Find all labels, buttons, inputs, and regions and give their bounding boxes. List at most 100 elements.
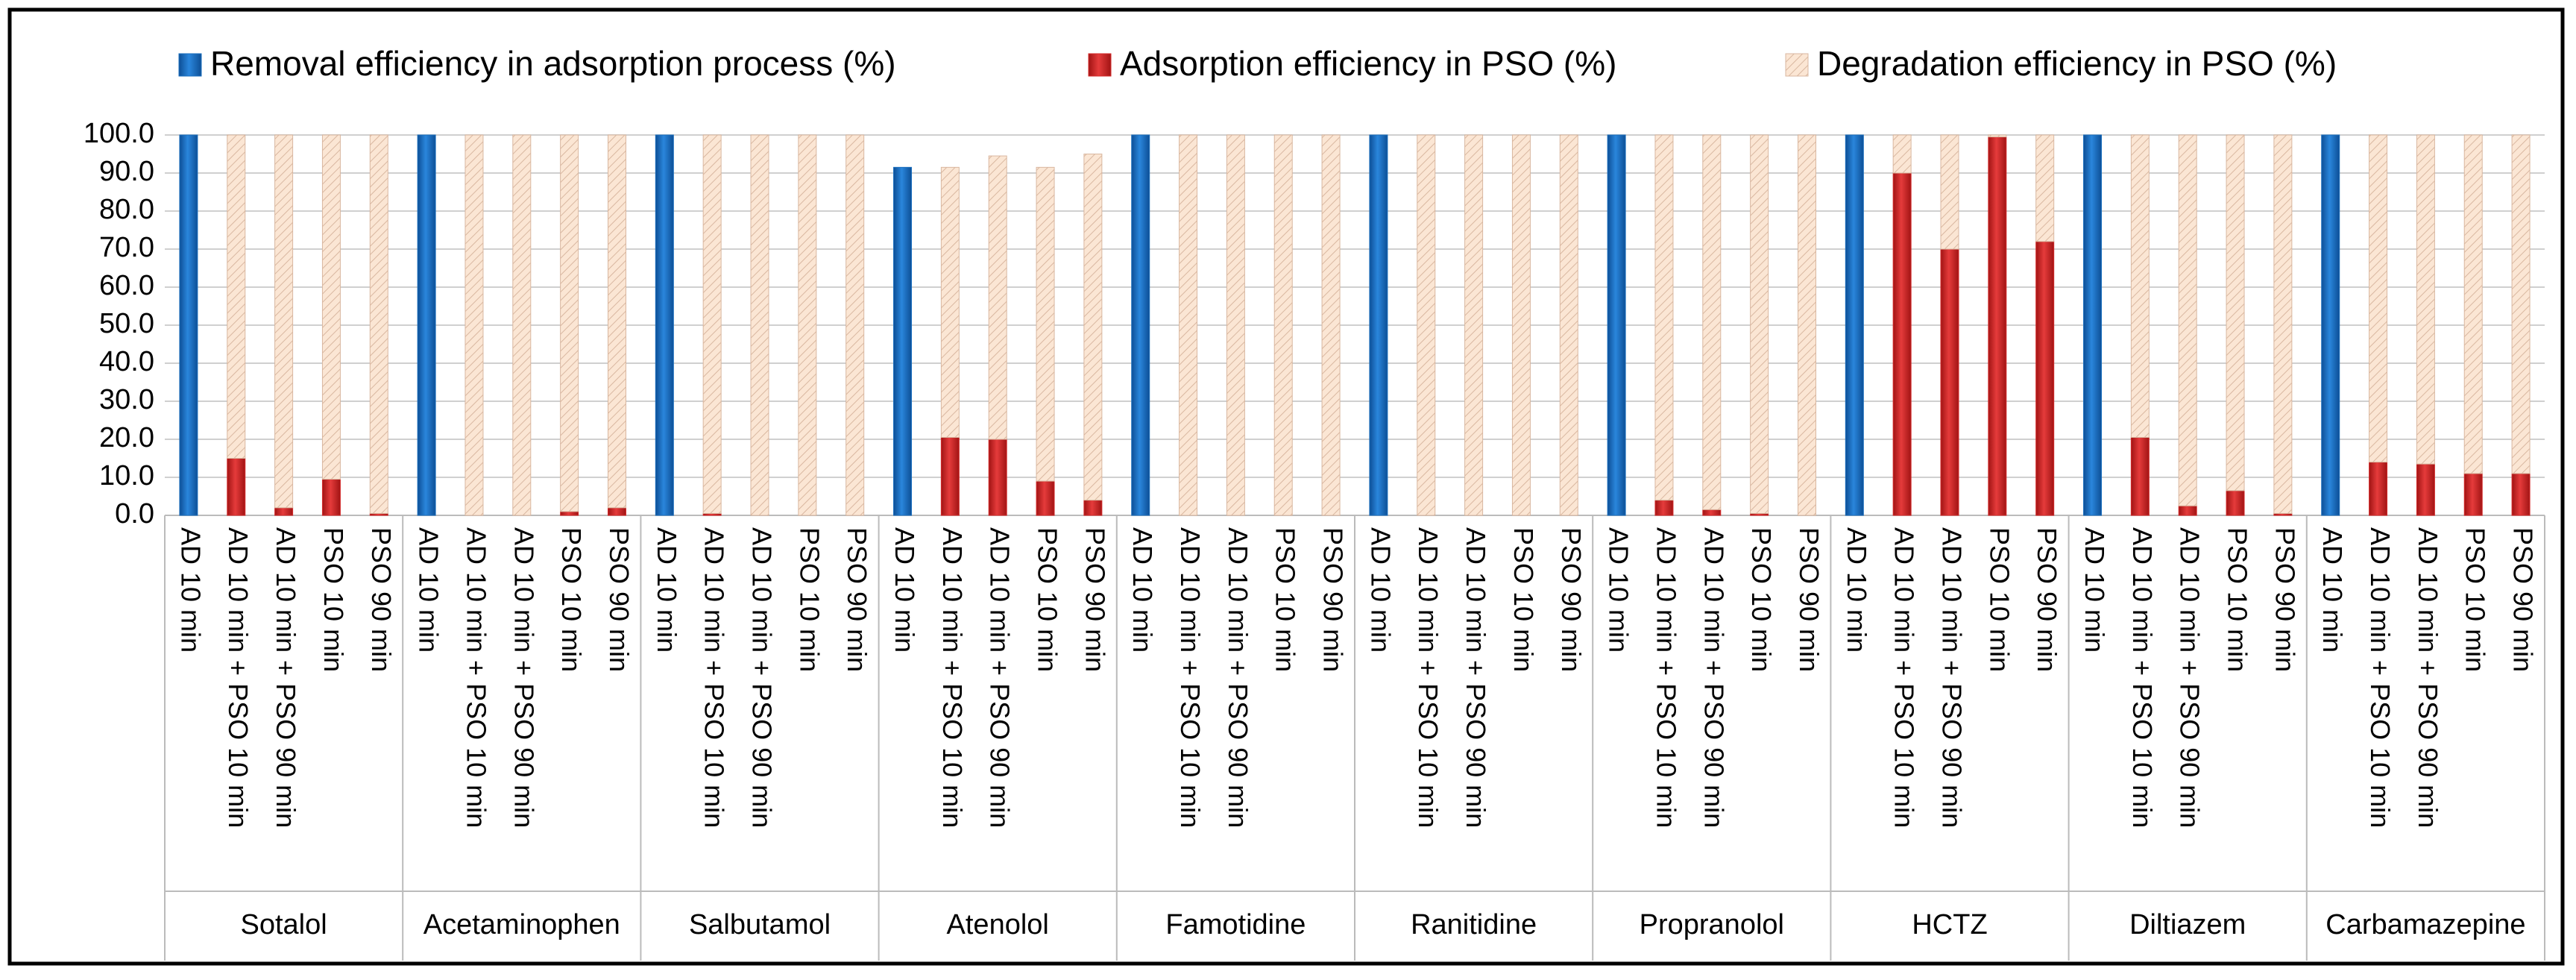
bar-segment bbox=[560, 511, 579, 516]
x-tick-label: AD 10 min bbox=[1842, 527, 1872, 653]
bar-segment bbox=[465, 134, 484, 516]
bar-segment bbox=[798, 134, 817, 516]
x-tick-label: PSO 10 min bbox=[794, 527, 825, 672]
y-tick-label: 100.0 bbox=[84, 118, 154, 149]
x-tick-label: AD 10 min + PSO 90 min bbox=[1461, 527, 1491, 828]
bar-segment bbox=[1036, 480, 1055, 516]
legend-label: Adsorption efficiency in PSO (%) bbox=[1120, 44, 1616, 83]
legend-swatch bbox=[1088, 53, 1112, 77]
bar-segment bbox=[274, 134, 294, 509]
bar-segment bbox=[1654, 500, 1674, 516]
x-tick-label: AD 10 min + PSO 10 min bbox=[1413, 527, 1443, 828]
x-tick-label: AD 10 min + PSO 10 min bbox=[1651, 527, 1681, 828]
bar-segment bbox=[1654, 134, 1674, 501]
x-tick-label: AD 10 min + PSO 10 min bbox=[699, 527, 730, 828]
bar-segment bbox=[1179, 134, 1198, 516]
bar-segment bbox=[702, 134, 722, 514]
x-tick-label: AD 10 min bbox=[1604, 527, 1634, 653]
bar-segment bbox=[2035, 241, 2055, 516]
bar-segment bbox=[2369, 134, 2388, 463]
x-tick-label: PSO 10 min bbox=[318, 527, 349, 672]
bar-segment bbox=[2463, 473, 2483, 516]
bar-segment bbox=[369, 134, 388, 514]
group-label: Sotalol bbox=[240, 909, 327, 940]
bar-segment bbox=[1511, 134, 1531, 516]
legend-swatch bbox=[178, 53, 202, 77]
bar-segment bbox=[321, 134, 341, 480]
y-tick-label: 40.0 bbox=[99, 346, 154, 377]
bar-segment bbox=[1702, 134, 1722, 510]
bar-segment bbox=[321, 479, 341, 516]
bar-segment bbox=[1892, 172, 1912, 516]
bar-segment bbox=[1321, 134, 1341, 516]
x-tick-label: AD 10 min bbox=[1365, 527, 1396, 653]
bar-segment bbox=[1845, 134, 1864, 516]
x-tick-label: AD 10 min bbox=[1127, 527, 1158, 653]
bar-segment bbox=[2178, 505, 2197, 516]
bar-segment bbox=[940, 436, 960, 516]
bar-segment bbox=[845, 134, 865, 516]
bar-segment bbox=[2273, 134, 2293, 514]
bar-segment bbox=[1226, 134, 1245, 516]
x-tick-label: AD 10 min + PSO 90 min bbox=[985, 527, 1015, 828]
x-tick-label: AD 10 min bbox=[175, 527, 206, 653]
bar-segment bbox=[988, 439, 1007, 516]
bar-segment bbox=[1892, 134, 1912, 174]
x-tick-label: PSO 90 min bbox=[2270, 527, 2300, 672]
x-tick-label: AD 10 min bbox=[889, 527, 920, 653]
y-tick-label: 0.0 bbox=[115, 498, 154, 530]
x-tick-label: PSO 90 min bbox=[1794, 527, 1824, 672]
x-tick-label: PSO 10 min bbox=[2460, 527, 2491, 672]
legend-label: Degradation efficiency in PSO (%) bbox=[1817, 44, 2337, 83]
group-label: Famotidine bbox=[1165, 909, 1306, 940]
bar-segment bbox=[2178, 134, 2197, 506]
y-tick-label: 80.0 bbox=[99, 194, 154, 225]
x-tick-label: PSO 10 min bbox=[1984, 527, 2015, 672]
legend-swatch bbox=[1785, 53, 1809, 77]
bar-segment bbox=[1988, 136, 2007, 516]
x-tick-label: AD 10 min bbox=[2317, 527, 2348, 653]
y-tick-label: 30.0 bbox=[99, 384, 154, 415]
x-tick-label: PSO 10 min bbox=[1746, 527, 1777, 672]
bar-segment bbox=[1083, 154, 1103, 501]
bar-segment bbox=[227, 134, 246, 459]
x-tick-label: AD 10 min + PSO 10 min bbox=[2127, 527, 2158, 828]
bar-segment bbox=[607, 507, 626, 516]
x-tick-label: PSO 10 min bbox=[2223, 527, 2253, 672]
x-tick-label: AD 10 min + PSO 10 min bbox=[1889, 527, 1920, 828]
group-label: Salbutamol bbox=[689, 909, 831, 940]
bar-segment bbox=[2511, 134, 2531, 474]
bar-segment bbox=[1797, 134, 1816, 516]
x-tick-label: PSO 90 min bbox=[1318, 527, 1349, 672]
group-label: Atenolol bbox=[947, 909, 1049, 940]
x-tick-label: PSO 90 min bbox=[604, 527, 634, 672]
y-tick-label: 90.0 bbox=[99, 156, 154, 187]
bar-segment bbox=[2226, 134, 2245, 491]
x-tick-label: AD 10 min bbox=[2079, 527, 2110, 653]
bar-segment bbox=[417, 134, 436, 516]
bar-segment bbox=[2130, 134, 2150, 438]
x-tick-label: PSO 90 min bbox=[842, 527, 872, 672]
bar-segment bbox=[1940, 134, 1959, 250]
bar-segment bbox=[2416, 463, 2435, 516]
bar-segment bbox=[1702, 509, 1722, 516]
bar-segment bbox=[227, 458, 246, 516]
bar-segment bbox=[1988, 134, 2007, 138]
x-tick-label: PSO 90 min bbox=[2032, 527, 2062, 672]
x-tick-label: AD 10 min + PSO 90 min bbox=[1936, 527, 1967, 828]
group-label: HCTZ bbox=[1912, 909, 1987, 940]
group-label: Ranitidine bbox=[1411, 909, 1537, 940]
bar-segment bbox=[2369, 462, 2388, 516]
x-tick-label: AD 10 min + PSO 10 min bbox=[1175, 527, 1206, 828]
group-label: Acetaminophen bbox=[423, 909, 620, 940]
bar-segment bbox=[1607, 134, 1626, 516]
bar-segment bbox=[1464, 134, 1484, 516]
bar-segment bbox=[655, 134, 674, 516]
group-label: Carbamazepine bbox=[2325, 909, 2525, 940]
y-tick-label: 70.0 bbox=[99, 232, 154, 263]
bar-segment bbox=[1559, 134, 1578, 516]
x-tick-label: AD 10 min + PSO 10 min bbox=[2365, 527, 2396, 828]
bar-segment bbox=[1417, 134, 1436, 516]
bar-segment bbox=[2416, 134, 2435, 465]
bar-segment bbox=[2321, 134, 2340, 516]
